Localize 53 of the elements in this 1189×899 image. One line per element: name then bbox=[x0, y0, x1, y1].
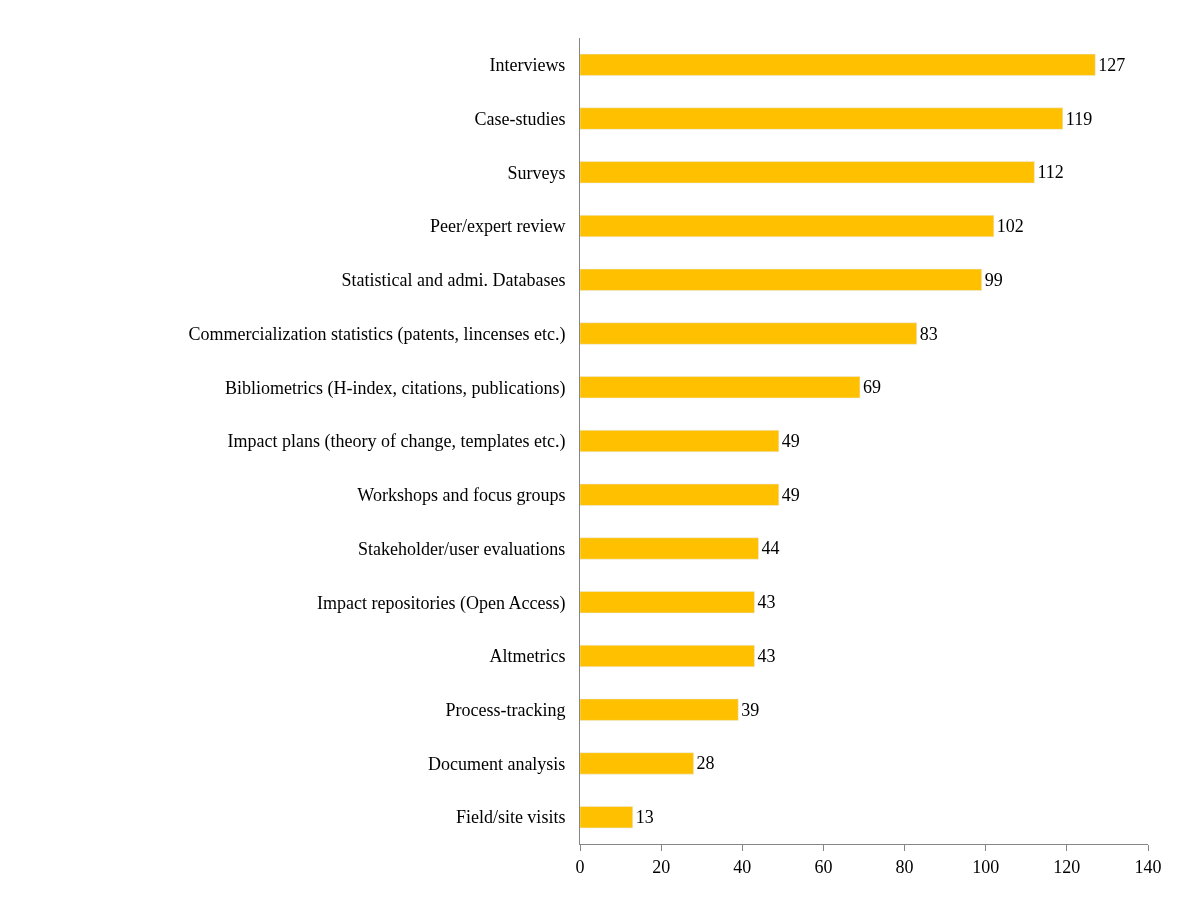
y-tick-label: Commercialization statistics (patents, lincenses etc.) bbox=[188, 323, 566, 345]
data-label: 28 bbox=[696, 753, 715, 774]
y-tick-label: Field/site visits bbox=[455, 807, 566, 828]
x-tick-label: 140 bbox=[1134, 856, 1162, 877]
data-label: 119 bbox=[1065, 108, 1093, 129]
data-label: 99 bbox=[984, 269, 1003, 290]
y-tick-label: Altmetrics bbox=[489, 646, 566, 667]
bar bbox=[580, 806, 633, 829]
x-tick-label: 40 bbox=[733, 856, 752, 877]
bar bbox=[580, 268, 982, 291]
bar bbox=[580, 215, 995, 238]
bar bbox=[580, 591, 755, 614]
data-label: 43 bbox=[757, 592, 776, 613]
data-label: 49 bbox=[781, 431, 800, 451]
x-tick-label: 0 bbox=[575, 856, 585, 877]
y-tick-label: Peer/expert review bbox=[429, 216, 566, 237]
data-label: 83 bbox=[919, 323, 938, 344]
bar bbox=[580, 107, 1064, 130]
data-label: 49 bbox=[781, 484, 800, 505]
bar bbox=[580, 322, 917, 345]
data-label: 39 bbox=[741, 699, 760, 720]
data-label: 127 bbox=[1098, 54, 1126, 75]
y-tick-label: Interviews bbox=[489, 55, 566, 76]
x-tick-label: 60 bbox=[814, 856, 833, 877]
y-tick-label: Impact plans (theory of change, templates etc.) bbox=[227, 431, 566, 453]
x-tick-label: 20 bbox=[652, 856, 671, 877]
y-tick-label: Statistical and admi. Databases bbox=[341, 270, 566, 291]
bar bbox=[580, 483, 780, 506]
data-label: 112 bbox=[1037, 162, 1064, 183]
y-tick-label: Process-tracking bbox=[445, 699, 566, 720]
bar bbox=[580, 644, 755, 667]
data-label: 69 bbox=[862, 377, 881, 398]
data-label: 44 bbox=[761, 538, 780, 559]
x-tick-label: 80 bbox=[895, 856, 914, 877]
y-tick-label: Case-studies bbox=[474, 108, 566, 129]
x-tick-label: 100 bbox=[972, 856, 1000, 877]
y-tick-label: Surveys bbox=[507, 162, 566, 183]
y-tick-label: Stakeholder/user evaluations bbox=[357, 538, 566, 559]
bar bbox=[580, 376, 861, 399]
bar bbox=[580, 161, 1035, 184]
bar bbox=[580, 537, 759, 560]
data-label: 43 bbox=[757, 645, 776, 666]
bar bbox=[580, 53, 1096, 76]
y-tick-label: Workshops and focus groups bbox=[357, 485, 566, 506]
bar bbox=[580, 752, 694, 775]
data-label: 13 bbox=[635, 807, 654, 828]
bar bbox=[580, 698, 739, 721]
bar bbox=[580, 430, 780, 452]
y-tick-label: Bibliometrics (H-index, citations, publications) bbox=[224, 377, 566, 399]
y-tick-label: Impact repositories (Open Access) bbox=[316, 592, 566, 614]
data-label: 102 bbox=[996, 216, 1024, 237]
x-tick-label: 120 bbox=[1053, 856, 1081, 877]
y-tick-label: Document analysis bbox=[427, 753, 566, 774]
